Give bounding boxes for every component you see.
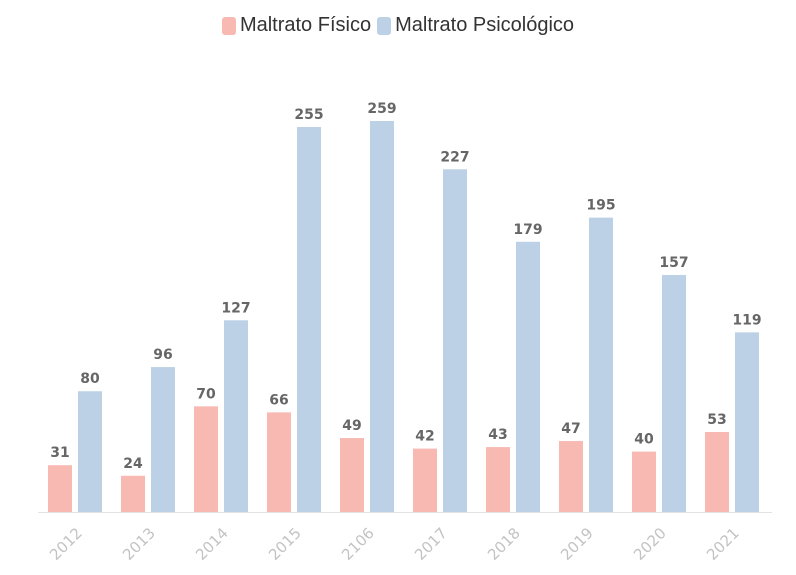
legend-swatch-fisico (221, 16, 236, 35)
value-label-fisico-2018: 43 (488, 427, 507, 443)
x-tick-label-2018: 2018 (484, 524, 524, 564)
bar-psicologico-2020[interactable] (662, 274, 686, 512)
legend-item-fisico[interactable]: Maltrato Físico (221, 14, 372, 37)
bar-psicologico-2018[interactable] (516, 241, 540, 512)
bar-psicologico-2014[interactable] (224, 320, 248, 512)
bar-fisico-2019[interactable] (559, 441, 583, 512)
legend-label-psicologico: Maltrato Psicológico (395, 14, 575, 36)
x-tick-label-2015: 2015 (265, 524, 305, 564)
bar-fisico-2021[interactable] (705, 431, 729, 512)
value-label-fisico-2017: 42 (415, 429, 434, 445)
bar-psicologico-2015[interactable] (297, 127, 321, 513)
legend-label-fisico: Maltrato Físico (239, 14, 372, 36)
value-label-fisico-2015: 66 (269, 392, 288, 408)
value-label-psicologico-2019: 195 (586, 198, 615, 214)
bar-fisico-2018[interactable] (486, 447, 510, 512)
x-tick-label-2013: 2013 (119, 524, 159, 564)
value-label-psicologico-2012: 80 (80, 371, 100, 387)
bar-psicologico-2013[interactable] (151, 367, 175, 512)
bar-psicologico-2021[interactable] (735, 332, 759, 512)
x-tick-label-2014: 2014 (192, 524, 232, 564)
value-label-psicologico-2021: 119 (732, 312, 761, 328)
x-tick-label-2021: 2021 (703, 524, 743, 564)
bars-group: 31 80 24 96 70 127 66 255 49 259 42 227 43 179 47 195 40… (48, 101, 762, 513)
value-label-fisico-2012: 31 (50, 445, 69, 461)
x-tick-label-2106: 2106 (338, 524, 378, 564)
bar-fisico-2013[interactable] (121, 475, 145, 512)
value-label-fisico-2019: 47 (561, 421, 580, 437)
x-tick-label-2012: 2012 (46, 524, 86, 564)
value-label-psicologico-2015: 255 (294, 107, 323, 123)
value-label-fisico-2106: 49 (342, 418, 361, 434)
bar-psicologico-2019[interactable] (589, 217, 613, 512)
value-label-psicologico-2017: 227 (440, 149, 469, 165)
bar-psicologico-2106[interactable] (370, 121, 394, 512)
bar-psicologico-2012[interactable] (78, 391, 102, 512)
x-axis-ticks: 2012 2013 2014 2015 2106 2017 2018 2019 2020 2021 (46, 524, 743, 564)
x-tick-label-2019: 2019 (557, 524, 597, 564)
value-label-psicologico-2013: 96 (153, 347, 172, 363)
bar-fisico-2106[interactable] (340, 438, 364, 512)
bar-psicologico-2017[interactable] (443, 169, 467, 512)
bar-fisico-2017[interactable] (413, 448, 437, 512)
value-label-fisico-2013: 24 (123, 456, 143, 472)
value-label-psicologico-2106: 259 (367, 101, 396, 117)
legend-swatch-psicologico (377, 16, 392, 35)
legend: Maltrato Físico Maltrato Psicológico (0, 14, 796, 37)
bar-fisico-2014[interactable] (194, 406, 218, 512)
value-label-fisico-2020: 40 (634, 432, 654, 448)
value-label-fisico-2014: 70 (196, 386, 216, 402)
x-tick-label-2020: 2020 (630, 524, 670, 564)
bar-fisico-2020[interactable] (632, 451, 656, 512)
bar-fisico-2012[interactable] (48, 465, 72, 512)
bar-fisico-2015[interactable] (267, 412, 291, 512)
value-label-psicologico-2018: 179 (513, 222, 542, 238)
value-label-fisico-2021: 53 (707, 412, 726, 428)
x-tick-label-2017: 2017 (411, 524, 451, 564)
value-label-psicologico-2014: 127 (221, 300, 250, 316)
value-label-psicologico-2020: 157 (659, 255, 688, 271)
legend-item-psicologico[interactable]: Maltrato Psicológico (377, 14, 574, 37)
